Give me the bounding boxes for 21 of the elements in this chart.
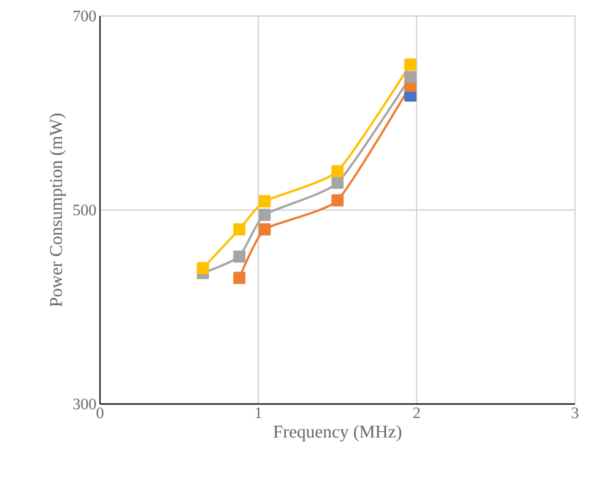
y-axis-title: Power Consumption (mW)	[49, 114, 66, 307]
point	[258, 208, 271, 221]
y-tick-label: 300	[73, 398, 96, 410]
x-tick-label: 2	[413, 408, 420, 418]
point	[404, 58, 416, 71]
point	[233, 223, 246, 236]
y-tick-label: 700	[74, 10, 96, 22]
point	[331, 176, 344, 189]
point	[258, 223, 271, 236]
point	[258, 195, 271, 208]
point	[196, 262, 209, 274]
x-tick-label: 0	[96, 408, 104, 418]
point	[233, 272, 246, 284]
point	[331, 194, 344, 206]
x-axis-title: Frequency (MHz)	[274, 425, 402, 442]
x-tick-label: 3	[572, 408, 578, 418]
x-tick-label: 1	[256, 408, 262, 418]
point	[404, 71, 416, 84]
point	[331, 165, 344, 178]
y-tick-label: 500	[74, 204, 96, 216]
point	[233, 250, 246, 263]
